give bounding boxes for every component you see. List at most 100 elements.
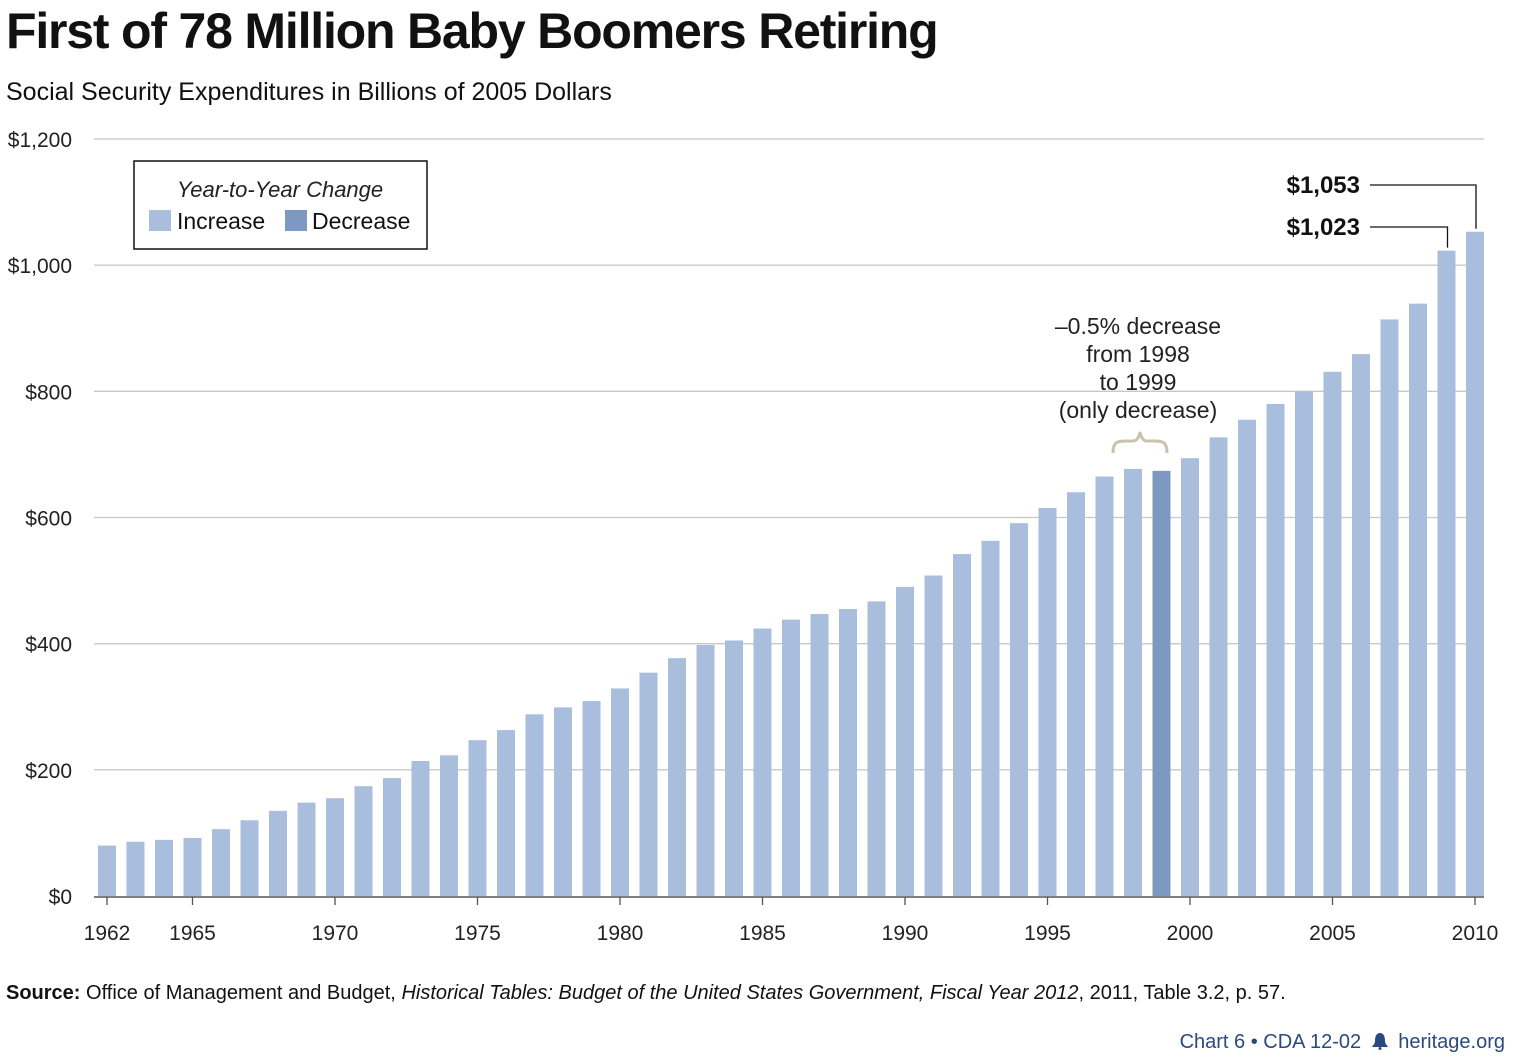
- chart-title: First of 78 Million Baby Boomers Retirin…: [6, 3, 939, 59]
- bar-1975: [468, 740, 487, 896]
- bar-1998: [1124, 468, 1142, 896]
- bar-2007: [1380, 319, 1399, 896]
- bar-1988: [839, 608, 857, 896]
- value-callouts: $1,053 $1,023: [1287, 172, 1477, 248]
- x-tick-label: 1975: [454, 922, 501, 945]
- bar-1990: [896, 586, 914, 896]
- bar-1972: [383, 778, 401, 896]
- callout-1023-leader: [1370, 226, 1449, 248]
- bar-1971: [354, 786, 373, 896]
- bar-2002: [1238, 419, 1256, 896]
- callout-1053-leader: [1370, 184, 1477, 229]
- decrease-note-line-1: –0.5% decrease: [1055, 313, 1221, 339]
- legend: Year-to-Year Change Increase Decrease: [133, 160, 428, 250]
- bar-1967: [240, 820, 259, 896]
- bar-1963: [126, 841, 145, 896]
- x-tick-label: 1962: [84, 922, 131, 945]
- bar-1970: [326, 798, 344, 896]
- source-title: Historical Tables: Budget of the United …: [401, 982, 1079, 1004]
- y-tick-label: $600: [25, 508, 72, 531]
- bar-1964: [155, 839, 173, 896]
- y-tick-label: $800: [25, 381, 72, 404]
- x-tick-label: 1985: [739, 922, 786, 945]
- x-tick-label: 2005: [1309, 922, 1356, 945]
- bar-2004: [1295, 391, 1313, 896]
- bar-1997: [1095, 476, 1114, 896]
- bar-1968: [269, 810, 287, 896]
- bar-2001: [1209, 437, 1228, 896]
- source-note: Source: Office of Management and Budget,…: [6, 982, 1286, 1005]
- y-tick-label: $400: [25, 634, 72, 657]
- bar-1996: [1067, 492, 1085, 896]
- bar-1984: [725, 640, 743, 896]
- bar-1994: [1010, 523, 1028, 896]
- bar-1978: [554, 707, 572, 896]
- x-axis: [94, 896, 1484, 905]
- bar-1976: [497, 730, 515, 896]
- legend-increase-swatch: [149, 210, 171, 231]
- bar-2008: [1409, 303, 1427, 897]
- bar-1993: [981, 540, 1000, 896]
- chart-id: Chart 6 • CDA 12-02: [1179, 1031, 1362, 1053]
- source-label: Source:: [6, 982, 81, 1004]
- decrease-note-line-2: from 1998: [1086, 341, 1190, 367]
- x-tick-label: 1980: [597, 922, 644, 945]
- site-link[interactable]: heritage.org: [1398, 1031, 1505, 1053]
- bar-1992: [953, 554, 971, 896]
- x-tick-label: 1990: [882, 922, 929, 945]
- source-details: , 2011, Table 3.2, p. 57.: [1078, 982, 1286, 1004]
- bar-1977: [525, 714, 544, 896]
- x-tick-label: 2000: [1167, 922, 1214, 945]
- brace-icon: [1111, 431, 1169, 454]
- footer: Chart 6 • CDA 12-02 heritage.org: [1180, 1031, 1505, 1054]
- bar-1965: [183, 837, 202, 896]
- bar-2006: [1352, 354, 1370, 897]
- bar-1981: [639, 672, 658, 896]
- bar-2010: [1466, 231, 1484, 897]
- legend-box: [133, 160, 428, 250]
- bar-1995: [1038, 508, 1057, 896]
- bar-1982: [668, 658, 686, 896]
- y-tick-label: $200: [25, 760, 72, 783]
- bar-1969: [297, 802, 316, 896]
- y-tick-label: $1,200: [8, 129, 72, 152]
- bar-1973: [411, 761, 430, 896]
- legend-decrease-label: Decrease: [312, 208, 410, 234]
- bar-1986: [782, 619, 800, 896]
- bar-1979: [582, 701, 601, 896]
- y-axis-tick-labels: $0 $200 $400 $600 $800 $1,000 $1,200: [8, 129, 72, 909]
- x-tick-label: 1970: [312, 922, 359, 945]
- bar-2000: [1181, 458, 1199, 896]
- x-tick-label: 1965: [169, 922, 216, 945]
- liberty-bell-icon: [1371, 1033, 1388, 1050]
- callout-1053-label: $1,053: [1287, 172, 1360, 199]
- y-tick-label: $0: [49, 886, 72, 909]
- bar-2003: [1266, 403, 1285, 896]
- x-tick-label: 2010: [1452, 922, 1499, 945]
- callout-1023-label: $1,023: [1287, 214, 1360, 241]
- bar-1989: [867, 601, 886, 896]
- legend-increase-label: Increase: [177, 208, 265, 234]
- decrease-annotation: –0.5% decrease from 1998 to 1999 (only d…: [1055, 313, 1221, 454]
- bar-1983: [696, 644, 715, 896]
- bar-1962: [98, 845, 116, 896]
- bar-1999: [1152, 470, 1171, 896]
- chart-subtitle: Social Security Expenditures in Billions…: [6, 78, 612, 106]
- bar-1966: [212, 829, 230, 896]
- legend-title: Year-to-Year Change: [177, 177, 383, 202]
- bars: [98, 231, 1484, 897]
- decrease-note-line-4: (only decrease): [1059, 397, 1218, 423]
- y-tick-label: $1,000: [8, 255, 72, 278]
- bar-1987: [810, 614, 829, 896]
- bar-2009: [1437, 250, 1456, 897]
- bar-1974: [440, 755, 458, 896]
- x-tick-label: 1995: [1024, 922, 1071, 945]
- legend-decrease-swatch: [285, 210, 307, 231]
- bar-1980: [611, 688, 629, 896]
- bar-1991: [924, 575, 943, 896]
- source-text: Office of Management and Budget,: [86, 982, 396, 1004]
- bar-2005: [1323, 371, 1342, 897]
- decrease-note-line-3: to 1999: [1100, 369, 1177, 395]
- x-axis-tick-labels: 1962 1965 1970 1975 1980 1985 1990 1995 2000 2005…: [84, 922, 1499, 945]
